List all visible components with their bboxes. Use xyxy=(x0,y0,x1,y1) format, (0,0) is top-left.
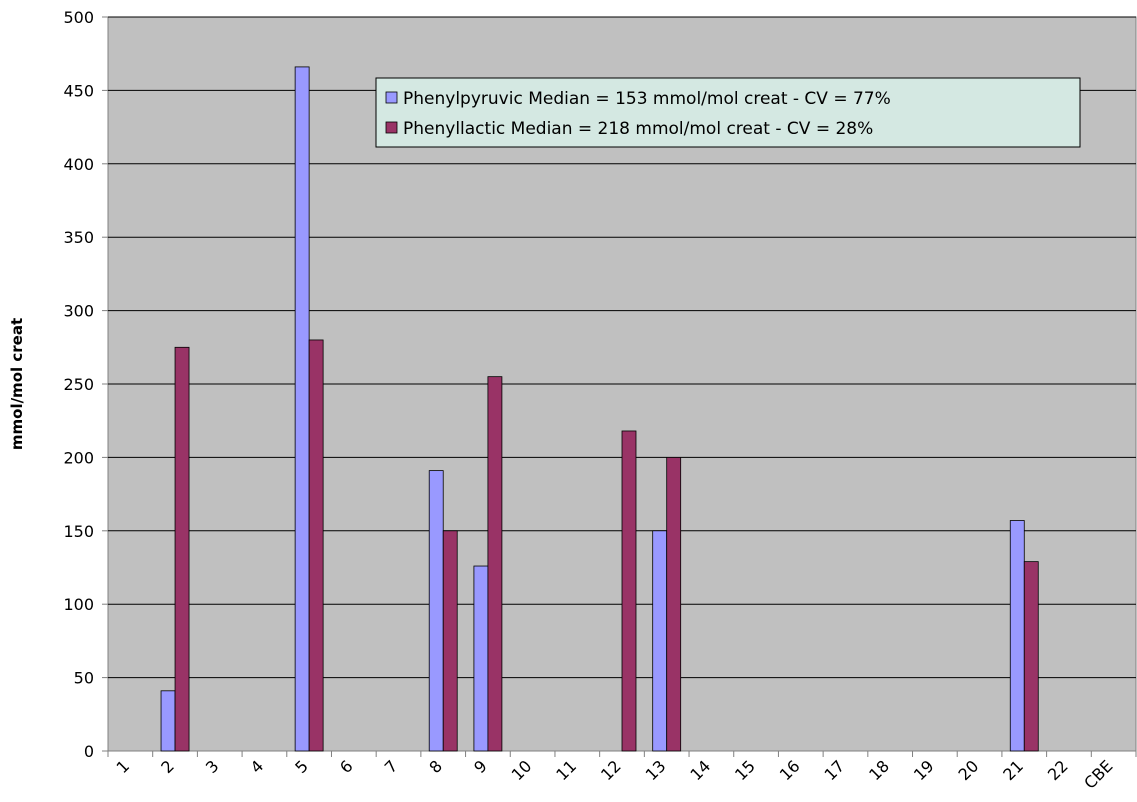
y-tick-label: 100 xyxy=(63,595,94,614)
x-tick-label: 17 xyxy=(820,756,848,784)
y-tick-label: 150 xyxy=(63,522,94,541)
x-tick-label: 2 xyxy=(157,756,178,777)
bar xyxy=(1009,520,1025,752)
y-axis-title: mmol/mol creat xyxy=(8,318,26,450)
legend-label: Phenyllactic Median = 218 mmol/mol creat… xyxy=(403,119,873,139)
y-tick-label: 250 xyxy=(63,375,94,394)
y-tick-label: 400 xyxy=(63,155,94,174)
bar xyxy=(652,530,668,752)
bar xyxy=(174,346,190,752)
x-tick-label: 22 xyxy=(1044,756,1072,784)
x-tick-label: 11 xyxy=(552,756,580,784)
bar xyxy=(294,66,310,752)
x-tick-label: 21 xyxy=(999,756,1027,784)
legend-swatch xyxy=(385,121,398,134)
y-tick-label: 450 xyxy=(63,81,94,100)
x-tick-label: 7 xyxy=(381,756,402,777)
x-tick-label: 16 xyxy=(776,756,804,784)
legend-label: Phenylpyruvic Median = 153 mmol/mol crea… xyxy=(403,89,891,109)
x-tick-label: 1 xyxy=(113,756,134,777)
x-tick-label: 8 xyxy=(425,756,446,777)
x-tick-label: 14 xyxy=(686,756,714,784)
bar xyxy=(621,430,637,752)
legend-swatch xyxy=(385,91,398,104)
y-tick-label: 50 xyxy=(74,669,94,688)
x-tick-label: 13 xyxy=(642,756,670,784)
x-tick-label: 12 xyxy=(597,756,625,784)
x-tick-label: 9 xyxy=(470,756,491,777)
x-tick-label: 4 xyxy=(247,756,268,777)
x-tick-label: CBE xyxy=(1080,756,1116,792)
x-tick-label: 20 xyxy=(955,756,983,784)
x-tick-label: 19 xyxy=(910,756,938,784)
bar xyxy=(442,530,458,752)
x-tick-label: 10 xyxy=(508,756,536,784)
bar xyxy=(160,690,176,752)
x-tick-label: 6 xyxy=(336,756,357,777)
x-tick-label: 3 xyxy=(202,756,223,777)
y-tick-label: 300 xyxy=(63,302,94,321)
x-tick-label: 15 xyxy=(731,756,759,784)
legend-box xyxy=(375,77,1081,148)
y-tick-label: 350 xyxy=(63,228,94,247)
x-tick-label: 18 xyxy=(865,756,893,784)
x-tick-label: 5 xyxy=(291,756,312,777)
y-tick-label: 0 xyxy=(84,742,94,761)
y-tick-label: 500 xyxy=(63,8,94,27)
bar xyxy=(473,565,489,752)
bar xyxy=(428,470,444,752)
bar xyxy=(666,456,682,752)
y-tick-label: 200 xyxy=(63,448,94,467)
bar xyxy=(1023,561,1039,752)
bar xyxy=(308,339,324,752)
bar xyxy=(487,376,503,752)
